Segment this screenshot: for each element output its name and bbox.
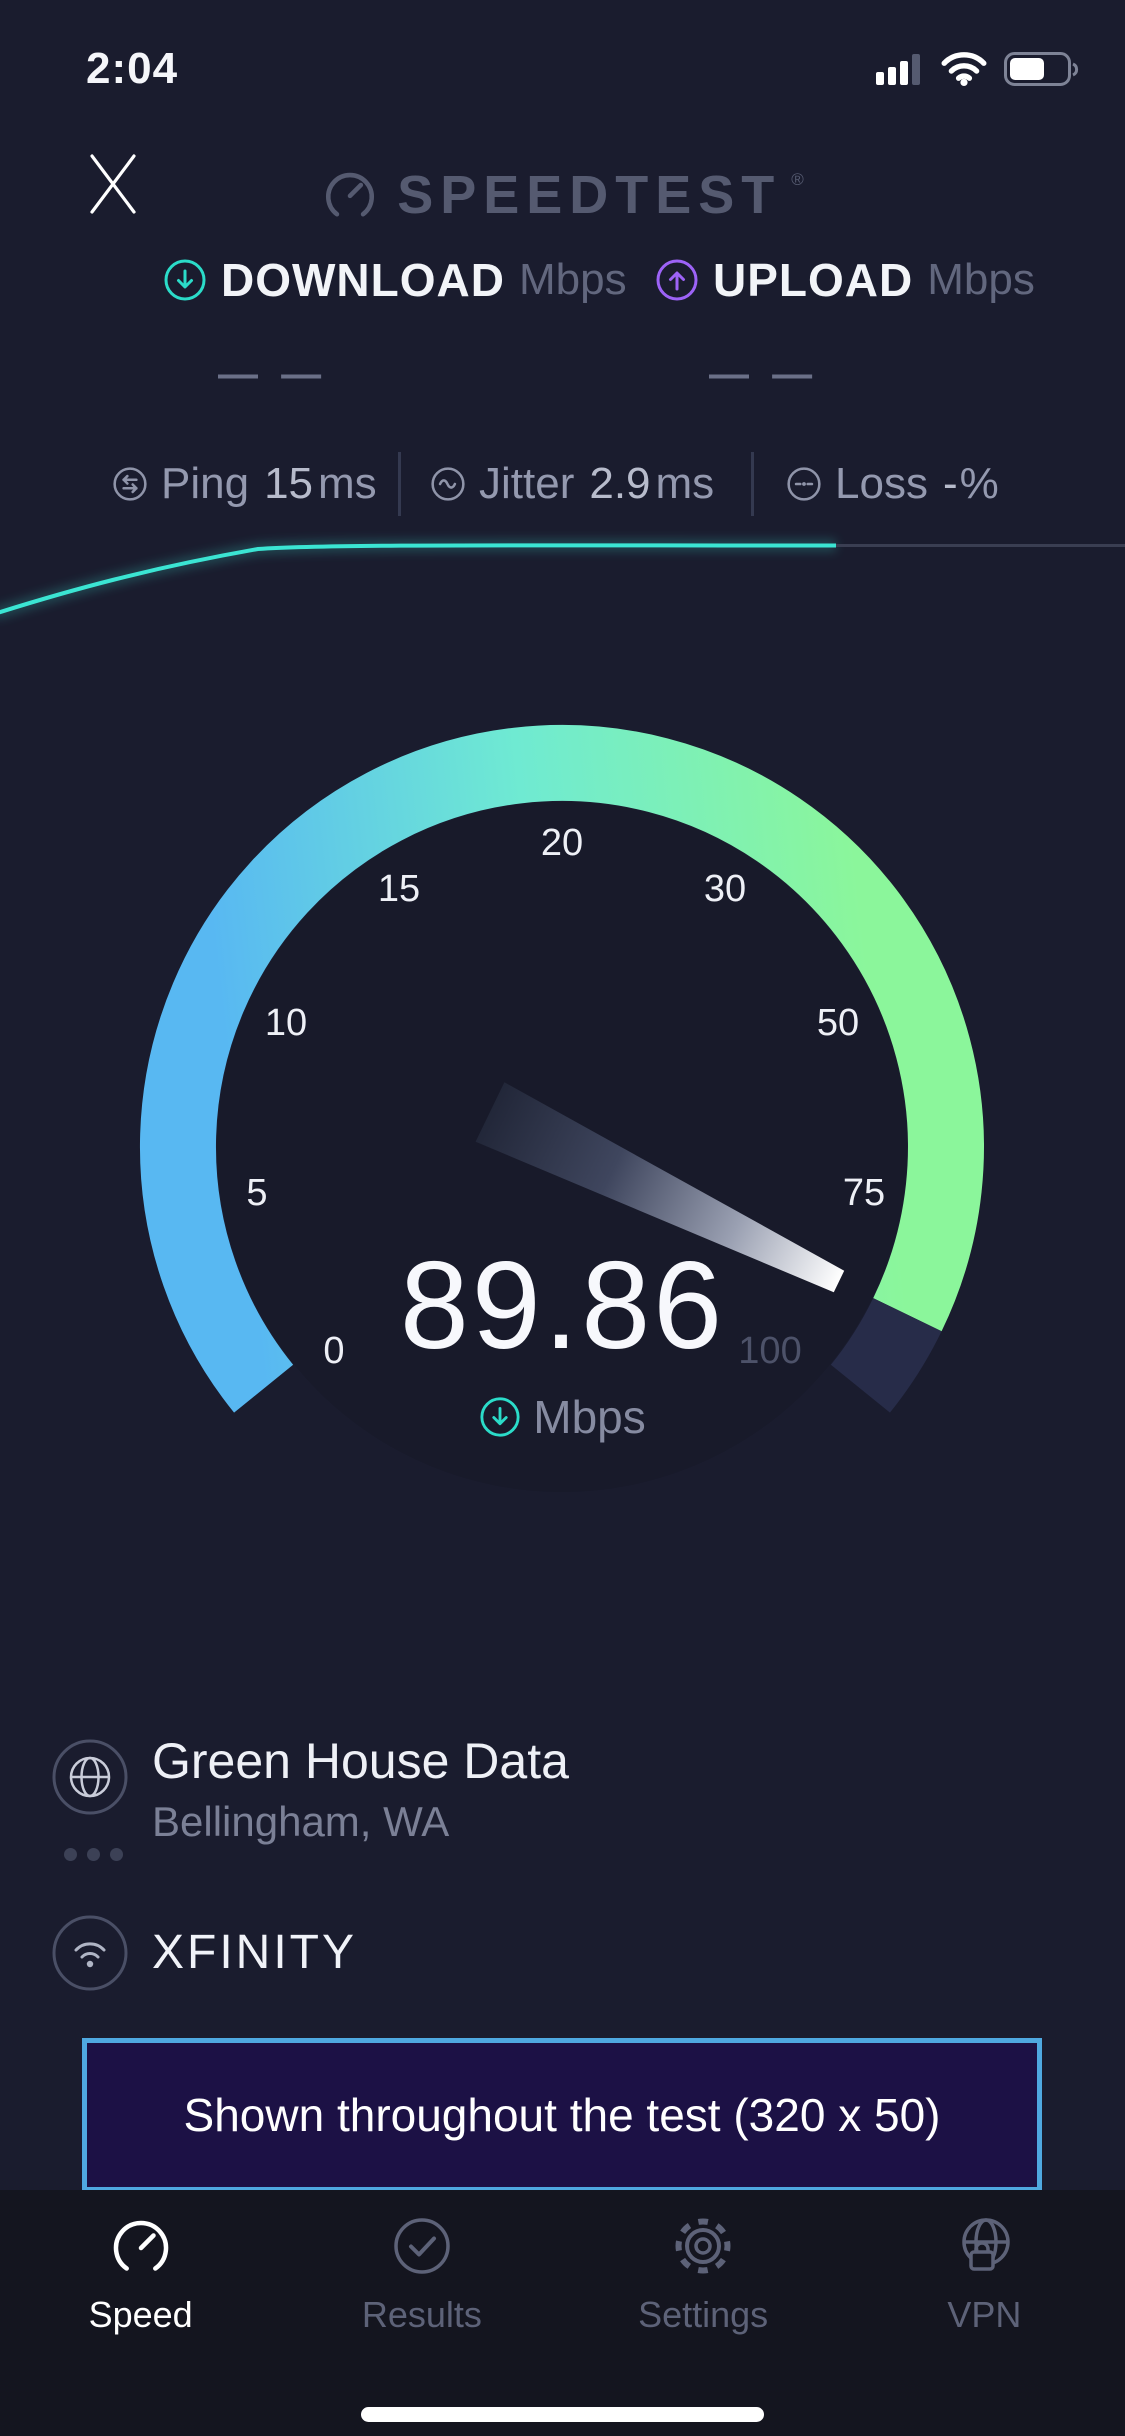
ad-banner[interactable]: Shown throughout the test (320 x 50) [82, 2038, 1042, 2192]
tab-bar: Speed Results Settings [0, 2190, 1125, 2436]
speedtest-logo: SPEEDTEST ® [0, 164, 1125, 226]
download-value-placeholder: — — [218, 352, 328, 396]
gauge-arc-filled [139, 724, 984, 1413]
ping-unit: ms [318, 459, 377, 508]
jitter-icon [431, 467, 465, 501]
battery-icon [1004, 52, 1079, 86]
jitter-label: Jitter [479, 459, 575, 508]
gauge-tick-label-max: 100 [738, 1330, 801, 1372]
gauge-tick-label: 10 [265, 1002, 307, 1044]
upload-metric-header: UPLOAD Mbps [655, 254, 1035, 306]
tab-speed-label: Speed [88, 2294, 193, 2335]
status-time: 2:04 [86, 44, 179, 93]
loss-unit: % [959, 459, 999, 508]
dot [110, 1848, 123, 1861]
gauge-tick-label: 0 [323, 1330, 344, 1372]
tab-settings-label: Settings [638, 2294, 769, 2335]
ping-label: Ping [161, 459, 250, 508]
dot [64, 1848, 77, 1861]
download-circle-icon [480, 1397, 520, 1437]
close-icon [90, 154, 136, 214]
loss-value: - [942, 459, 958, 508]
ping-stat: Ping 15 ms [112, 452, 377, 516]
status-bar: 2:04 [0, 0, 1125, 110]
registered-trademark: ® [791, 170, 804, 189]
server-name: Green House Data [152, 1733, 569, 1789]
gauge-needle [475, 1082, 845, 1293]
isp-name: XFINITY [152, 1926, 358, 1979]
loss-stat: Loss - % [786, 452, 999, 516]
upload-label: UPLOAD [713, 254, 914, 306]
gauge-tick-label: 75 [843, 1172, 885, 1214]
loss-label: Loss [835, 459, 928, 508]
home-indicator[interactable] [361, 2407, 764, 2422]
tab-results-label: Results [361, 2294, 482, 2335]
server-options-button[interactable] [56, 1840, 131, 1869]
globe-icon [52, 1739, 128, 1815]
gauge-tick-label: 20 [541, 822, 583, 864]
ping-icon [113, 467, 147, 501]
download-label: DOWNLOAD [221, 254, 505, 306]
server-info: Green House Data Bellingham, WA [0, 1725, 1125, 1865]
ad-text: Shown throughout the test (320 x 50) [183, 2089, 941, 2141]
packet-loss-icon [787, 467, 821, 501]
upload-unit: Mbps [927, 255, 1035, 304]
download-speed-unit: Mbps [533, 1391, 646, 1443]
globe-lock-icon [962, 2218, 1011, 2271]
download-speed-value: 89.86 [399, 1237, 726, 1375]
tab-speed[interactable]: Speed [0, 2190, 281, 2436]
tab-settings[interactable]: Settings [563, 2190, 844, 2436]
gauge-tick-label: 30 [704, 868, 746, 910]
wifi-icon [941, 52, 987, 86]
divider [398, 452, 401, 516]
jitter-stat: Jitter 2.9 ms [430, 452, 714, 516]
jitter-unit: ms [655, 459, 715, 508]
isp-info: XFINITY [0, 1915, 1125, 2005]
gauge-tick-label: 50 [817, 1002, 859, 1044]
download-speed-unit-row: Mbps [0, 1390, 1125, 1444]
gear-icon [675, 2218, 731, 2274]
divider [751, 452, 754, 516]
download-metric-header: DOWNLOAD Mbps [163, 254, 627, 306]
download-unit: Mbps [518, 255, 627, 304]
gauge-tick-label: 15 [378, 868, 420, 910]
tab-results[interactable]: Results [281, 2190, 562, 2436]
tab-vpn[interactable]: VPN [844, 2190, 1125, 2436]
jitter-value: 2.9 [589, 459, 651, 508]
speedtest-logo-text: SPEEDTEST [397, 165, 782, 225]
close-button[interactable] [78, 146, 148, 222]
speedtest-logo-icon [326, 172, 375, 217]
tab-vpn-label: VPN [947, 2294, 1022, 2335]
cellular-signal-icon [876, 54, 920, 85]
gauge-tick-label: 5 [246, 1172, 267, 1214]
check-circle-icon [394, 2218, 450, 2274]
speedometer-icon [113, 2220, 168, 2271]
ping-value: 15 [264, 459, 314, 508]
dot [87, 1848, 100, 1861]
sparkline-active-segment [0, 543, 837, 615]
wifi-connection-icon [52, 1915, 128, 1991]
throughput-sparkline [0, 539, 1125, 619]
download-circle-icon [164, 259, 206, 301]
upload-circle-icon [656, 259, 698, 301]
gauge-arc-remainder [830, 1297, 942, 1413]
server-location: Bellingham, WA [152, 1798, 450, 1845]
upload-value-placeholder: — — [709, 352, 819, 396]
